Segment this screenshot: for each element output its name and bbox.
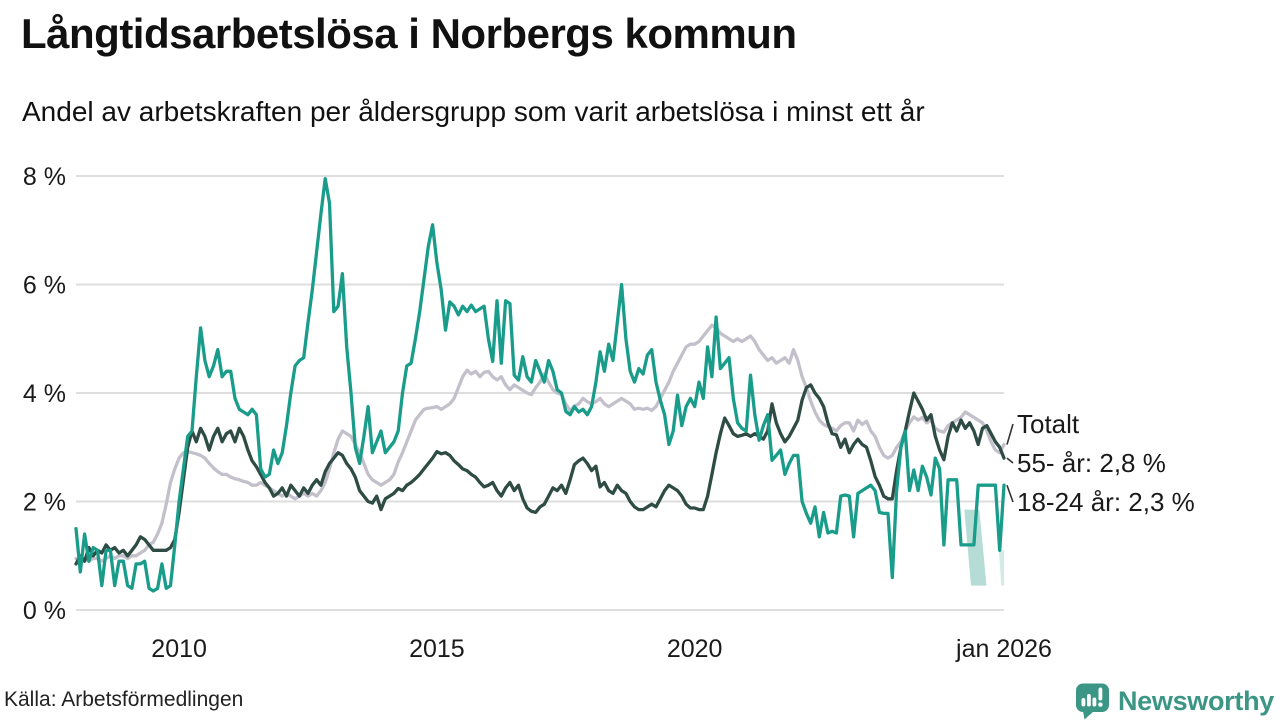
series-end-label-18-24-ar: 18-24 år: 2,3 %: [1017, 487, 1195, 517]
series-connector-totalt: [1006, 423, 1014, 445]
series-connector-18-24-ar: [1006, 484, 1014, 503]
page-title: Långtidsarbetslösa i Norbergs kommun: [21, 10, 797, 57]
x-tick-label-2026: jan 2026: [955, 635, 1052, 663]
newsworthy-wordmark: Newsworthy: [1117, 685, 1274, 716]
x-tick-label-2020: 2020: [667, 635, 723, 663]
y-tick-label-4pct: 4 %: [23, 380, 66, 408]
x-tick-label-2015: 2015: [409, 635, 465, 663]
series-connector-55-ar: [1006, 457, 1014, 464]
series-end-label-55-ar: 55- år: 2,8 %: [1017, 448, 1166, 478]
series-line-18-24-ar: [74, 177, 1006, 593]
page-subtitle: Andel av arbetskraften per åldersgrupp s…: [22, 96, 925, 127]
uncertainty-band-0: [964, 509, 987, 586]
source-note: Källa: Arbetsförmedlingen: [4, 688, 244, 711]
newsworthy-logo-icon: [1075, 683, 1109, 720]
y-tick-label-8pct: 8 %: [23, 163, 66, 191]
newsworthy-logo: Newsworthy: [1075, 682, 1274, 720]
y-tick-label-0pct: 0 %: [23, 597, 66, 625]
series-end-label-totalt: Totalt: [1017, 409, 1080, 439]
y-tick-label-2pct: 2 %: [23, 489, 66, 517]
x-tick-label-2010: 2010: [151, 635, 207, 663]
y-tick-label-6pct: 6 %: [23, 272, 66, 300]
uncertainty-band-1: [998, 550, 1004, 586]
series-line-55-ar: [74, 383, 1006, 566]
series-line-totalt: [74, 323, 1006, 563]
